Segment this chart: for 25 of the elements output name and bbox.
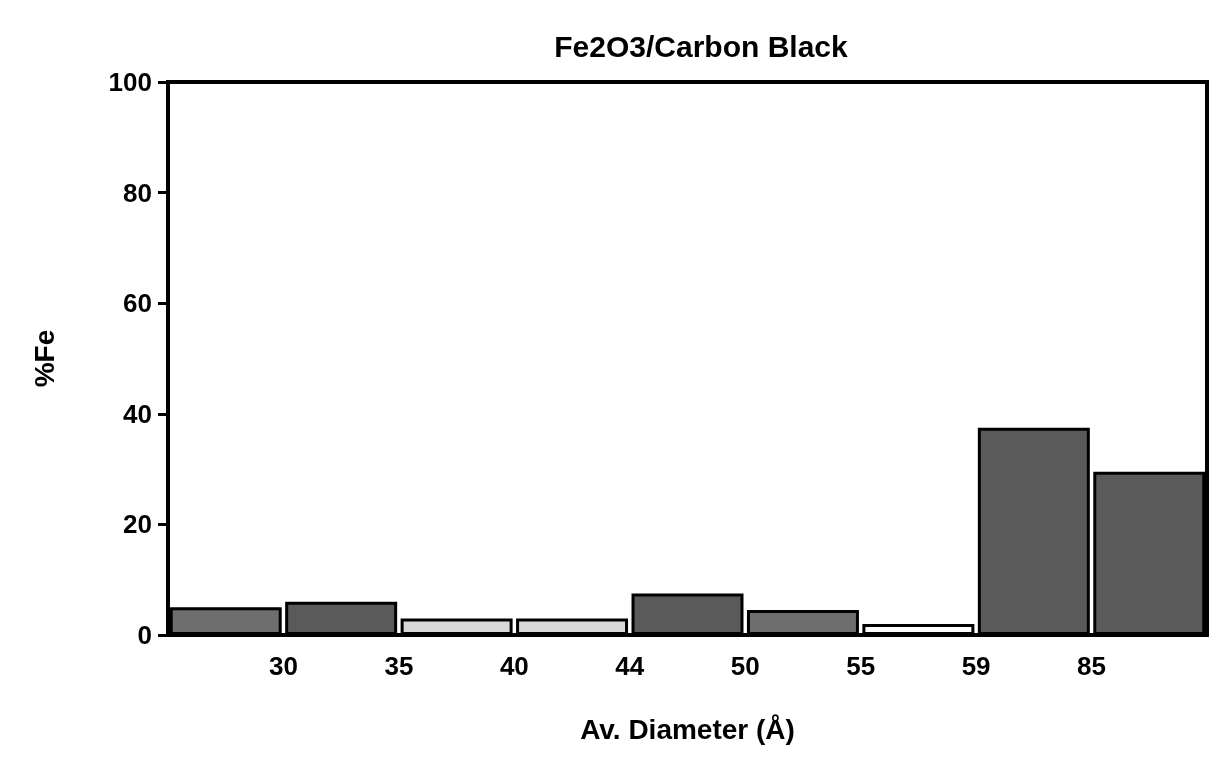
text: 55 bbox=[846, 651, 876, 681]
y-tick-label: 80 bbox=[123, 177, 152, 208]
bar bbox=[977, 427, 1090, 635]
y-axis-title: %Fe bbox=[28, 329, 60, 388]
text: 30 bbox=[268, 651, 298, 681]
bar bbox=[516, 618, 629, 635]
text: 59 bbox=[961, 651, 991, 681]
bar bbox=[285, 601, 398, 635]
text: 44 bbox=[615, 651, 645, 681]
bar bbox=[631, 593, 744, 635]
x-axis-title: Av. Diameter (Å) bbox=[580, 713, 795, 745]
y-tick-label: 0 bbox=[137, 620, 152, 650]
y-tick-label: 20 bbox=[123, 509, 152, 540]
text: 40 bbox=[499, 651, 529, 681]
y-tick-label: 100 bbox=[108, 67, 152, 97]
bar bbox=[862, 623, 975, 635]
text: 50 bbox=[730, 651, 760, 681]
y-tick-label: 40 bbox=[123, 398, 152, 429]
bar bbox=[746, 610, 859, 635]
text: 85 bbox=[1077, 651, 1107, 681]
text: 35 bbox=[384, 651, 414, 681]
bar bbox=[400, 618, 513, 635]
bar bbox=[169, 607, 282, 635]
y-tick-label: 60 bbox=[123, 288, 152, 319]
chart-title: Fe2O3/Carbon Black bbox=[554, 29, 849, 63]
